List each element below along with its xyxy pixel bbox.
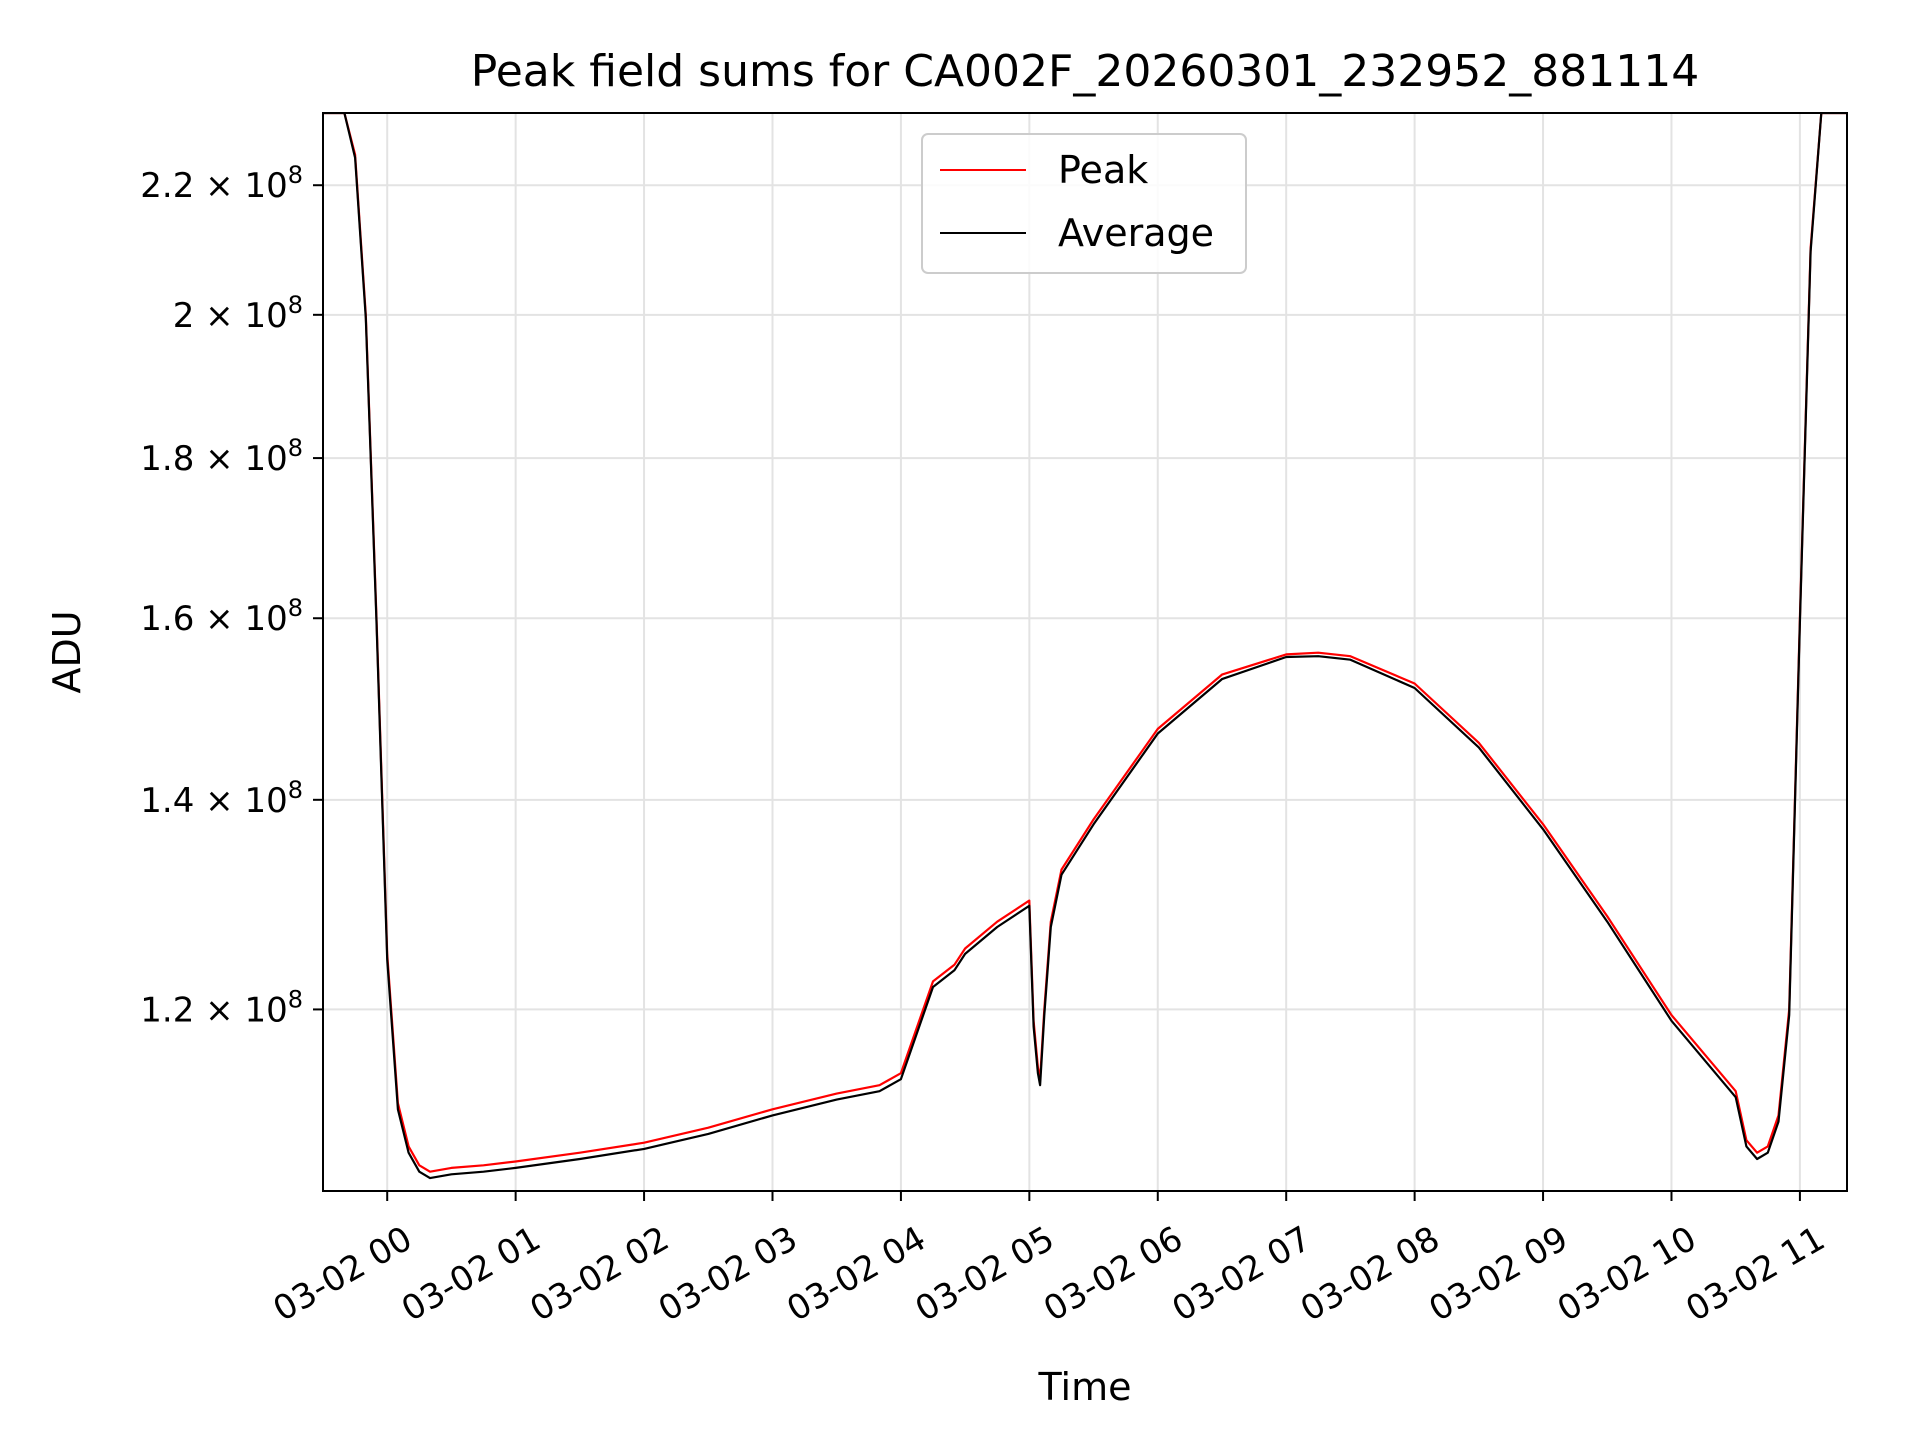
x-axis-label: Time (1038, 1365, 1132, 1409)
plot-frame (322, 112, 1848, 1192)
y-tick-label: 1.4 × 108 (140, 776, 303, 821)
legend: Peak Average (921, 133, 1247, 274)
grid-lines (323, 113, 1847, 1191)
y-tick-label: 1.6 × 108 (140, 594, 303, 639)
y-tick-label: 2.2 × 108 (140, 161, 303, 206)
y-axis-ticks: 1.2 × 108 1.4 × 108 1.6 × 108 1.8 × 108 2 × … (140, 161, 323, 1030)
y-tick-label: 1.8 × 108 (140, 434, 303, 479)
legend-box (921, 133, 1247, 274)
legend-label-peak: Peak (1058, 148, 1148, 192)
y-tick-label: 1.2 × 108 (140, 985, 303, 1030)
y-tick-label: 2 × 108 (173, 291, 303, 336)
series-lines (323, 113, 1847, 1180)
y-axis-label: ADU (45, 610, 89, 693)
chart-title: Peak field sums for CA002F_20260301_2329… (471, 46, 1699, 97)
legend-label-average: Average (1058, 211, 1214, 255)
series-line-average (323, 113, 1847, 1180)
